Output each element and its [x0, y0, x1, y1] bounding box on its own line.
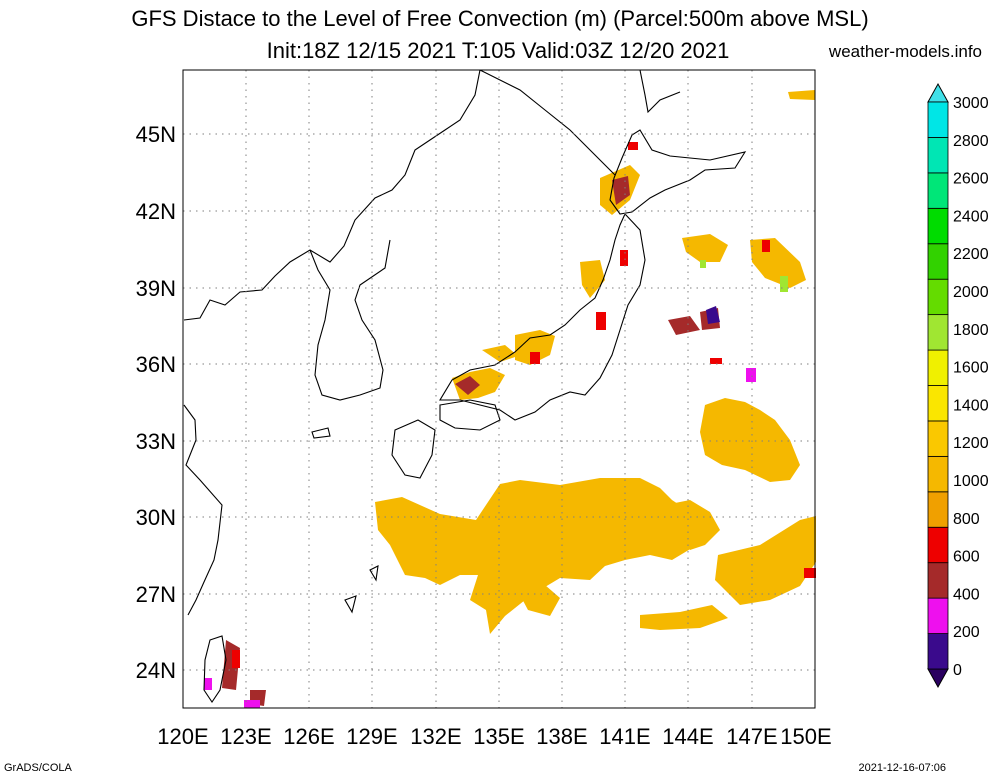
lat-tick-label: 33N [136, 429, 176, 454]
colorbar-blocks [927, 101, 949, 670]
colorbar-block [927, 278, 949, 316]
lon-tick-labels: 120E 123E 126E 129E 132E 135E 138E 141E … [157, 724, 831, 749]
colorbar-label: 1800 [953, 322, 989, 339]
lat-tick-label: 45N [136, 122, 176, 147]
colorbar-bottom-arrow [927, 668, 949, 689]
colorbar-block [927, 385, 949, 422]
map-frame [182, 69, 816, 709]
colorbar-label: 2200 [953, 246, 989, 263]
colorbar-block [927, 172, 949, 209]
lon-tick-label: 138E [536, 724, 587, 749]
lat-tick-label: 24N [136, 658, 176, 683]
colorbar-label: 2400 [953, 208, 989, 225]
lat-tick-label: 42N [136, 199, 176, 224]
colorbar-block [927, 526, 949, 564]
colorbar-block [927, 455, 949, 493]
colorbar-label: 1200 [953, 435, 989, 452]
colorbar-label: 0 [953, 662, 962, 679]
lon-tick-label: 126E [283, 724, 334, 749]
chart-title: GFS Distace to the Level of Free Convect… [131, 6, 869, 31]
lon-tick-label: 123E [220, 724, 271, 749]
colorbar-block [927, 597, 949, 634]
footer-software: GrADS/COLA [4, 762, 72, 774]
colorbar-block [927, 101, 949, 138]
colorbar-label: 400 [953, 586, 980, 603]
colorbar-block [927, 243, 949, 280]
lat-tick-label: 30N [136, 505, 176, 530]
lat-tick-label: 36N [136, 352, 176, 377]
colorbar-labels: 3000280026002400220020001800160014001200… [953, 95, 989, 679]
lon-tick-label: 135E [473, 724, 524, 749]
colorbar-block [927, 137, 949, 174]
colorbar-label: 200 [953, 624, 980, 641]
colorbar-label: 1400 [953, 397, 989, 414]
lon-tick-label: 120E [157, 724, 208, 749]
colorbar-block [927, 207, 949, 245]
colorbar-block [927, 562, 949, 599]
colorbar: 3000280026002400220020001800160014001200… [927, 82, 989, 689]
lon-tick-label: 150E [780, 724, 831, 749]
colorbar-label: 2800 [953, 133, 989, 150]
colorbar-block [927, 633, 949, 670]
coastlines [183, 69, 747, 703]
lon-tick-label: 147E [726, 724, 777, 749]
colorbar-label: 600 [953, 549, 980, 566]
colorbar-label: 1600 [953, 360, 989, 377]
colorbar-label: 2000 [953, 284, 989, 301]
footer-timestamp: 2021-12-16-07:06 [858, 762, 946, 774]
lon-tick-label: 129E [346, 724, 397, 749]
colorbar-block [927, 491, 949, 528]
colorbar-block [927, 314, 949, 351]
lon-tick-label: 144E [662, 724, 713, 749]
colorbar-top-arrow [927, 82, 949, 103]
colorbar-block [927, 420, 949, 457]
colorbar-label: 1000 [953, 473, 989, 490]
lat-tick-labels: 45N 42N 39N 36N 33N 30N 27N 24N [136, 122, 176, 683]
lat-tick-label: 27N [136, 582, 176, 607]
chart-subtitle: Init:18Z 12/15 2021 T:105 Valid:03Z 12/2… [266, 38, 730, 63]
grid-lines [183, 70, 815, 708]
lat-tick-label: 39N [136, 276, 176, 301]
colorbar-label: 2600 [953, 171, 989, 188]
colorbar-block [927, 349, 949, 386]
lon-tick-label: 132E [410, 724, 461, 749]
lon-tick-label: 141E [599, 724, 650, 749]
colorbar-label: 800 [953, 511, 980, 528]
source-site: weather-models.info [828, 42, 982, 61]
colorbar-label: 3000 [953, 95, 989, 112]
